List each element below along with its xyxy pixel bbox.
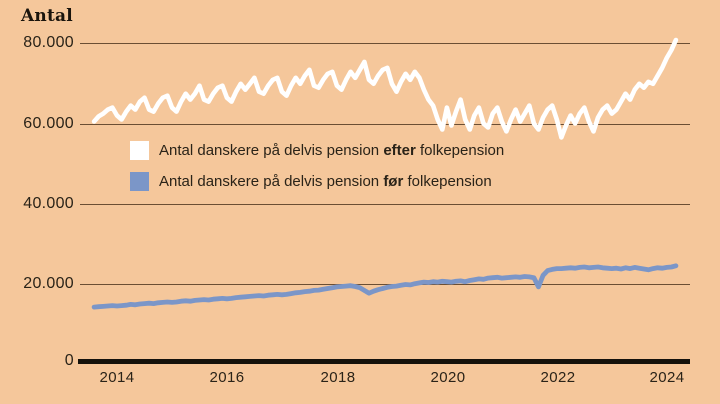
- legend-item-before: Antal danskere på delvis pension før fol…: [130, 172, 492, 191]
- legend-label-before-prefix: Antal danskere på delvis pension: [159, 173, 384, 190]
- line-series-before-folkepension: [91, 263, 679, 310]
- y-tick-label-60000: 60.000: [23, 115, 74, 132]
- legend-label-after-prefix: Antal danskere på delvis pension: [159, 142, 384, 159]
- x-tick-label-2022: 2022: [540, 369, 576, 386]
- gridline-80000: [80, 43, 690, 44]
- y-tick-label-80000: 80.000: [23, 34, 74, 51]
- legend-swatch-white: [130, 141, 149, 160]
- legend-label-before-bold: før: [383, 173, 404, 190]
- x-tick-label-2024: 2024: [649, 369, 685, 386]
- gridline-60000: [80, 124, 690, 125]
- legend-label-after: Antal danskere på delvis pension efter f…: [159, 141, 504, 160]
- x-axis-line: [78, 359, 690, 364]
- gridline-40000: [80, 204, 690, 205]
- legend-label-after-suffix: folkepension: [415, 142, 505, 159]
- legend-label-before-suffix: folkepension: [403, 173, 492, 190]
- chart-title: Antal: [21, 6, 73, 26]
- line-series-after-folkepension: [91, 37, 679, 140]
- x-tick-label-2018: 2018: [320, 369, 356, 386]
- legend-item-after: Antal danskere på delvis pension efter f…: [130, 141, 504, 160]
- gridline-20000: [80, 284, 690, 285]
- y-tick-label-40000: 40.000: [23, 195, 74, 212]
- legend-swatch-blue: [130, 172, 149, 191]
- y-tick-label-0: 0: [64, 352, 74, 369]
- legend-label-before: Antal danskere på delvis pension før fol…: [159, 172, 492, 191]
- x-tick-label-2020: 2020: [430, 369, 466, 386]
- x-tick-label-2016: 2016: [209, 369, 245, 386]
- x-tick-label-2014: 2014: [99, 369, 135, 386]
- y-tick-label-20000: 20.000: [23, 275, 74, 292]
- legend-label-after-bold: efter: [383, 142, 416, 159]
